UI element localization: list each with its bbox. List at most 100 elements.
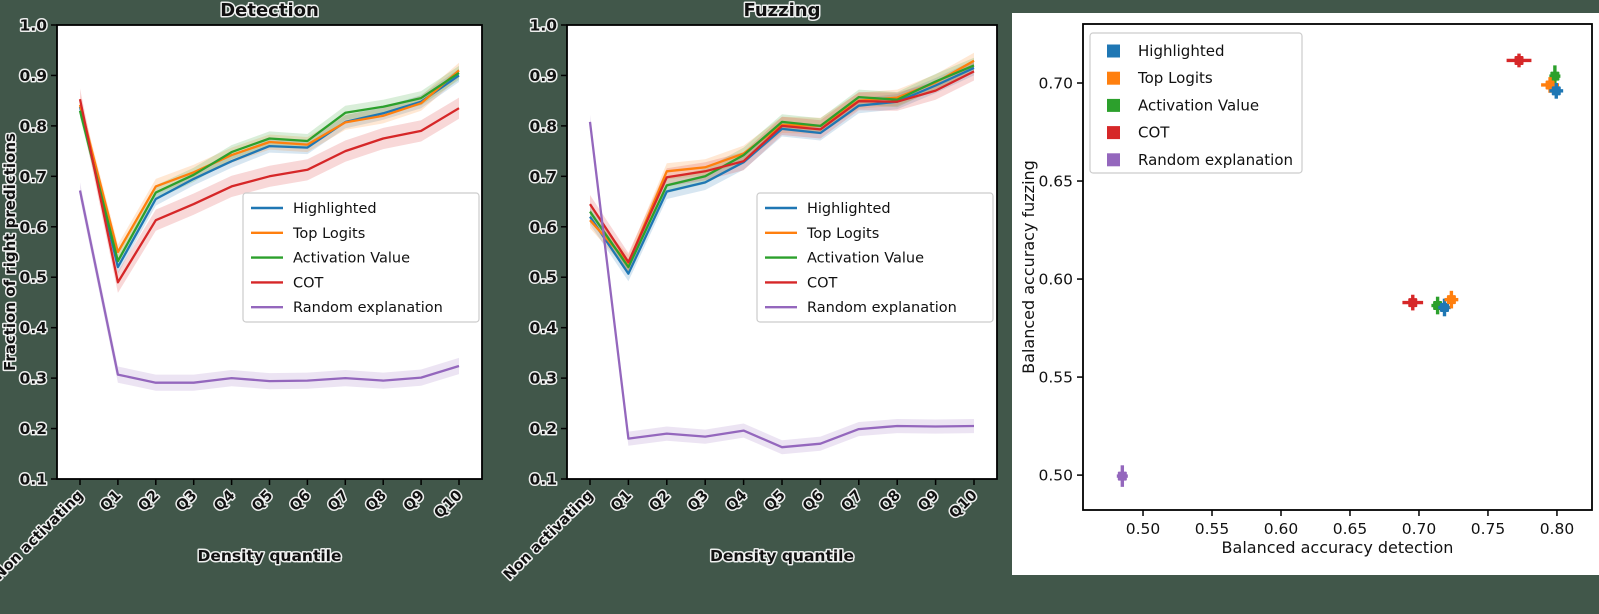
legend-swatch-highlighted xyxy=(1107,44,1120,58)
x-tick-label: Q10 xyxy=(947,488,981,522)
chart-title: Detection xyxy=(220,0,319,21)
legend-item-cot: COT xyxy=(765,275,838,291)
legend-swatch-random-explanation xyxy=(1107,153,1120,167)
legend-item-top-logits: Top Logits xyxy=(251,226,365,242)
y-tick-label: 0.8 xyxy=(20,117,47,135)
x-axis-label: Density quantile xyxy=(197,547,341,565)
x-tick-label: Q7 xyxy=(325,488,352,515)
point-marker xyxy=(1117,471,1127,481)
legend-label: Top Logits xyxy=(292,226,365,242)
legend-item-top-logits: Top Logits xyxy=(1107,69,1213,87)
point-marker xyxy=(1440,302,1450,312)
y-tick-label: 0.5 xyxy=(530,269,557,287)
legend-label: Highlighted xyxy=(293,201,377,217)
x-axis: Non activating Q1 Q2 Q3 Q4 Q5 Q6 Q7 Q8 Q9 Q10 xyxy=(499,479,982,585)
x-tick-label: Q5 xyxy=(762,488,789,515)
y-tick-label: 0.7 xyxy=(530,168,557,186)
chart-title: Fuzzing xyxy=(743,0,820,21)
detection-chart: 0.1 0.2 0.3 0.4 0.5 0.6 0.7 0.8 0.9 1.0 Non activa… xyxy=(0,0,483,585)
x-tick-label: Q10 xyxy=(432,488,466,522)
legend-label: COT xyxy=(1138,124,1170,142)
x-tick-label: Q8 xyxy=(363,488,390,515)
axes-frame xyxy=(1082,23,1593,511)
series-line-activation-value xyxy=(589,64,975,269)
y-tick-label: 0.6 xyxy=(530,218,557,236)
legend: Highlighted Top Logits Activation Value COT… xyxy=(756,192,994,323)
series-line-highlighted xyxy=(589,66,975,275)
x-tick-label: Q1 xyxy=(608,488,635,515)
legend-swatch-top-logits xyxy=(1107,71,1120,85)
legend-item-random-explanation: Random explanation xyxy=(765,300,957,316)
legend-item-activation-value: Activation Value xyxy=(1107,96,1259,114)
errorbar-point-top-logits xyxy=(1444,290,1459,309)
x-tick-label: Q4 xyxy=(723,488,750,515)
y-tick-label: 0.5 xyxy=(20,269,47,287)
x-tick-label: Q3 xyxy=(173,488,200,515)
y-tick-label: 0.1 xyxy=(530,471,557,489)
legend-box xyxy=(1089,32,1303,174)
legend-item-random-explanation: Random explanation xyxy=(251,300,443,316)
y-axis-label: Balanced accuracy fuzzing xyxy=(1019,160,1038,374)
x-tick-label: Q4 xyxy=(211,488,238,515)
point-marker xyxy=(1551,86,1561,96)
y-tick-label: 0.7 xyxy=(20,168,47,186)
series-line-cot xyxy=(78,98,460,284)
legend-label: Highlighted xyxy=(1138,42,1224,60)
x-tick-label: Q5 xyxy=(249,488,276,515)
x-tick-label: Q3 xyxy=(685,488,712,515)
legend-item-cot: COT xyxy=(251,275,324,291)
y-axis: 0.1 0.2 0.3 0.4 0.5 0.6 0.7 0.8 0.9 1.0 xyxy=(528,15,567,490)
series-line-cot xyxy=(589,70,975,264)
x-tick-label: Q2 xyxy=(135,488,162,515)
point-marker xyxy=(1446,295,1456,305)
y-tick-label: 0.50 xyxy=(1038,467,1073,485)
x-tick-label: 0.60 xyxy=(1264,520,1299,538)
point-marker xyxy=(1408,298,1418,308)
legend-item-top-logits: Top Logits xyxy=(765,226,879,242)
legend-label: Activation Value xyxy=(1138,96,1259,114)
x-tick-label: 0.80 xyxy=(1540,520,1575,538)
legend-item-highlighted: Highlighted xyxy=(765,201,891,217)
point-marker xyxy=(1514,55,1524,65)
legend-label: COT xyxy=(293,275,324,291)
legend-label: Top Logits xyxy=(806,226,879,242)
y-tick-label: 0.60 xyxy=(1038,271,1073,289)
series-band-activation-value xyxy=(590,57,974,275)
y-tick-label: 0.70 xyxy=(1038,75,1073,93)
y-tick-label: 0.4 xyxy=(530,319,558,337)
x-tick-label: Q6 xyxy=(800,488,827,515)
series-line-random-explanation xyxy=(588,121,975,449)
legend-item-highlighted: Highlighted xyxy=(251,201,377,217)
scatter-chart: 0.50 0.55 0.60 0.65 0.70 0.75 0.80 0.50 0.55 0.60… xyxy=(1012,13,1599,575)
legend-item-activation-value: Activation Value xyxy=(765,251,924,267)
y-tick-label: 0.4 xyxy=(20,319,48,337)
x-axis-label: Density quantile xyxy=(710,547,854,565)
legend: Highlighted Top Logits Activation Value COT… xyxy=(242,192,480,323)
errorbar-point-highlighted xyxy=(1438,298,1451,317)
errorbar-point-highlighted xyxy=(1549,83,1564,99)
x-tick-label: Q7 xyxy=(838,488,865,515)
x-axis: 0.50 0.55 0.60 0.65 0.70 0.75 0.80 xyxy=(1126,510,1574,538)
x-tick-label: Q1 xyxy=(98,488,125,515)
y-tick-label: 0.2 xyxy=(530,420,557,438)
x-tick-label: 0.55 xyxy=(1195,520,1230,538)
y-tick-label: 0.6 xyxy=(20,218,47,236)
legend-label: Top Logits xyxy=(1137,69,1213,87)
x-tick-label: Q6 xyxy=(287,488,314,515)
x-axis: Non activating Q1 Q2 Q3 Q4 Q5 Q6 Q7 Q8 Q9 Q10 xyxy=(0,479,467,585)
y-tick-label: 0.8 xyxy=(530,117,557,135)
legend: Highlighted Top Logits Activation Value COT… xyxy=(1089,32,1303,174)
y-axis: 0.50 0.55 0.60 0.65 0.70 xyxy=(1038,75,1083,485)
y-tick-label: 0.55 xyxy=(1038,369,1073,387)
errorbar-point-random-explanation xyxy=(1116,465,1128,487)
series-line-activation-value xyxy=(78,71,460,263)
x-tick-label: 0.75 xyxy=(1471,520,1506,538)
fuzzing-chart: 0.1 0.2 0.3 0.4 0.5 0.6 0.7 0.8 0.9 1.0 Non activa… xyxy=(499,0,998,585)
series-band-top-logits xyxy=(590,52,974,272)
legend-item-activation-value: Activation Value xyxy=(251,251,410,267)
series-line-top-logits xyxy=(78,69,460,254)
y-tick-label: 1.0 xyxy=(530,17,558,35)
legend-label: Random explanation xyxy=(807,300,957,316)
data-points xyxy=(1116,53,1564,487)
